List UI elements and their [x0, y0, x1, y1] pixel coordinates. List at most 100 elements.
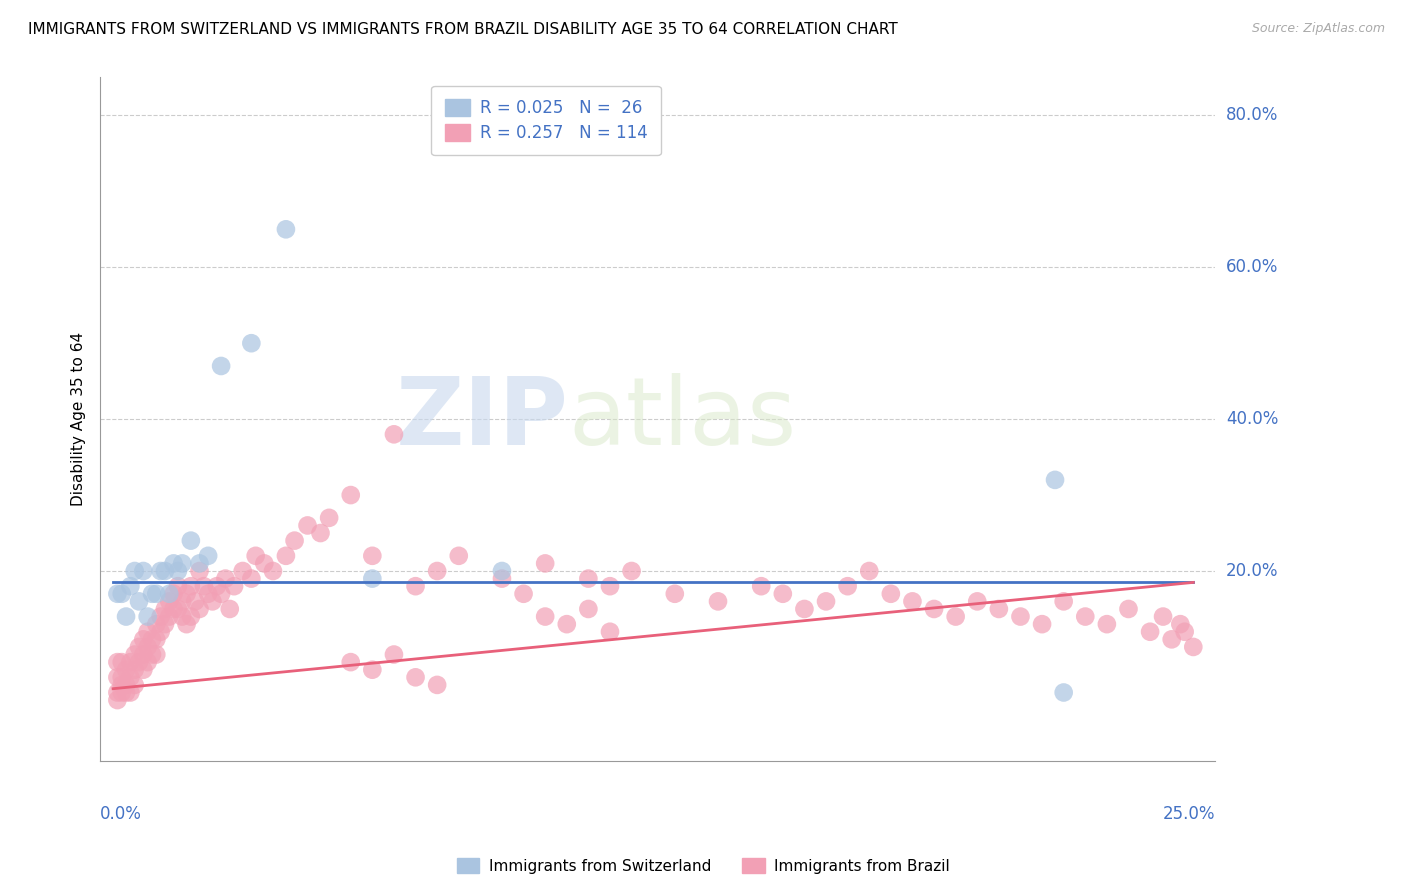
Point	[339, 488, 361, 502]
Legend: R = 0.025   N =  26, R = 0.257   N = 114: R = 0.025 N = 26, R = 0.257 N = 114	[432, 86, 661, 155]
Point	[620, 564, 643, 578]
Point	[115, 685, 138, 699]
Point	[120, 685, 142, 699]
Point	[318, 511, 340, 525]
Point	[197, 549, 219, 563]
Point	[707, 594, 730, 608]
Point	[1118, 602, 1140, 616]
Point	[222, 579, 245, 593]
Point	[149, 564, 172, 578]
Point	[124, 663, 146, 677]
Text: 0.0%: 0.0%	[100, 805, 142, 823]
Point	[405, 579, 427, 593]
Point	[162, 557, 184, 571]
Point	[966, 594, 988, 608]
Point	[284, 533, 307, 548]
Point	[124, 678, 146, 692]
Point	[111, 685, 134, 699]
Point	[149, 624, 172, 639]
Point	[128, 594, 150, 608]
Point	[120, 655, 142, 669]
Point	[107, 685, 129, 699]
Point	[128, 655, 150, 669]
Point	[176, 587, 198, 601]
Point	[1182, 640, 1205, 654]
Point	[1174, 624, 1197, 639]
Point	[447, 549, 470, 563]
Text: ZIP: ZIP	[395, 373, 568, 465]
Point	[209, 587, 232, 601]
Point	[167, 564, 190, 578]
Point	[382, 648, 405, 662]
Point	[136, 640, 159, 654]
Point	[901, 594, 924, 608]
Point	[172, 609, 194, 624]
Point	[274, 222, 297, 236]
Point	[1043, 473, 1066, 487]
Point	[361, 663, 384, 677]
Point	[858, 564, 880, 578]
Point	[405, 670, 427, 684]
Point	[141, 648, 163, 662]
Point	[1170, 617, 1192, 632]
Point	[136, 655, 159, 669]
Point	[172, 594, 194, 608]
Point	[124, 564, 146, 578]
Point	[815, 594, 838, 608]
Point	[111, 655, 134, 669]
Point	[157, 587, 180, 601]
Point	[382, 427, 405, 442]
Y-axis label: Disability Age 35 to 64: Disability Age 35 to 64	[72, 332, 86, 506]
Point	[1095, 617, 1118, 632]
Point	[136, 624, 159, 639]
Point	[245, 549, 267, 563]
Point	[555, 617, 578, 632]
Point	[141, 587, 163, 601]
Point	[664, 587, 686, 601]
Point	[1031, 617, 1053, 632]
Point	[162, 602, 184, 616]
Point	[176, 617, 198, 632]
Point	[153, 564, 176, 578]
Point	[145, 648, 167, 662]
Point	[576, 602, 599, 616]
Point	[162, 587, 184, 601]
Point	[837, 579, 859, 593]
Point	[1139, 624, 1161, 639]
Point	[599, 624, 621, 639]
Point	[491, 564, 513, 578]
Point	[149, 609, 172, 624]
Point	[218, 602, 240, 616]
Point	[107, 587, 129, 601]
Point	[240, 572, 263, 586]
Point	[339, 655, 361, 669]
Point	[297, 518, 319, 533]
Point	[132, 648, 155, 662]
Point	[214, 572, 236, 586]
Point	[922, 602, 945, 616]
Point	[115, 678, 138, 692]
Point	[124, 648, 146, 662]
Point	[253, 557, 276, 571]
Point	[145, 617, 167, 632]
Point	[1152, 609, 1174, 624]
Point	[491, 572, 513, 586]
Point	[184, 594, 207, 608]
Point	[145, 632, 167, 647]
Point	[180, 533, 202, 548]
Point	[180, 609, 202, 624]
Point	[749, 579, 772, 593]
Point	[576, 572, 599, 586]
Point	[111, 678, 134, 692]
Point	[205, 579, 228, 593]
Point	[157, 609, 180, 624]
Point	[262, 564, 284, 578]
Text: 40.0%: 40.0%	[1226, 410, 1278, 428]
Point	[1010, 609, 1032, 624]
Point	[107, 670, 129, 684]
Point	[1053, 594, 1076, 608]
Point	[274, 549, 297, 563]
Point	[153, 617, 176, 632]
Point	[115, 663, 138, 677]
Point	[188, 564, 211, 578]
